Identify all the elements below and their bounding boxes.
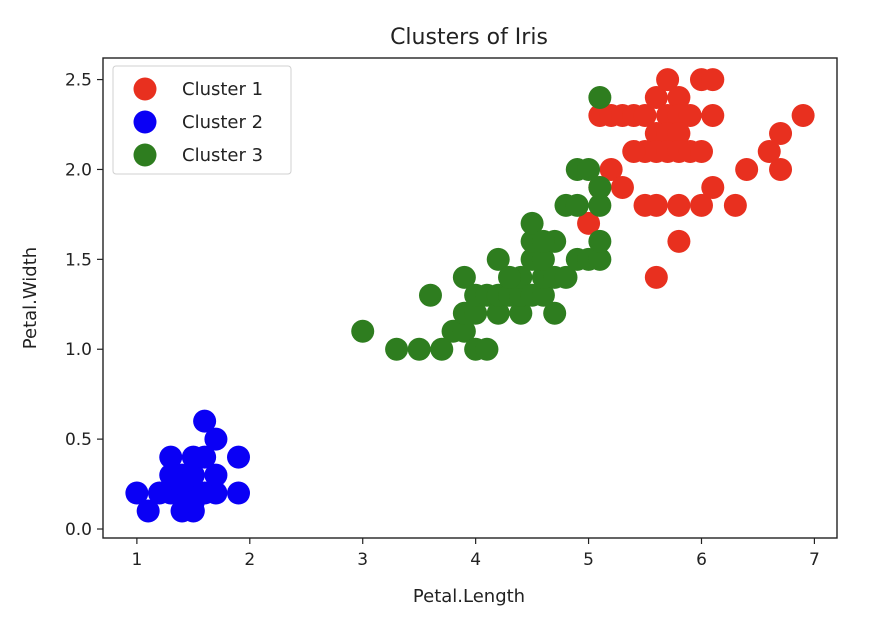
cluster-3-point [531, 283, 555, 307]
cluster-1-point [769, 157, 793, 181]
y-axis: 0.0 0.5 1.0 1.5 2.0 2.5 [65, 71, 103, 540]
y-tick-label: 2.5 [65, 71, 92, 91]
cluster-3-point [543, 301, 567, 325]
x-tick-label: 6 [696, 550, 707, 570]
cluster-1-point [667, 229, 691, 253]
x-tick-label: 7 [809, 550, 820, 570]
x-tick-label: 2 [244, 550, 255, 570]
y-axis-title: Petal.Width [20, 247, 41, 349]
cluster-1-point [644, 265, 668, 289]
cluster-1-point [644, 193, 668, 217]
cluster-3-point [588, 193, 612, 217]
x-tick-label: 3 [357, 550, 368, 570]
cluster-3-point [531, 229, 555, 253]
cluster-3-point [554, 265, 578, 289]
cluster-3-point [464, 301, 488, 325]
legend-marker-cluster-2 [133, 110, 157, 134]
cluster-1-point [610, 175, 634, 199]
cluster-1-point [769, 122, 793, 146]
cluster-3-point [486, 301, 510, 325]
cluster-1-point [656, 68, 680, 92]
cluster-3-point [577, 157, 601, 181]
cluster-3-point [452, 265, 476, 289]
cluster-3-point [418, 283, 442, 307]
cluster-3-point [531, 247, 555, 271]
cluster-3-point [520, 211, 544, 235]
cluster-1-point [667, 193, 691, 217]
cluster-3-point [351, 319, 375, 343]
cluster-2-point [193, 445, 217, 469]
cluster-1-point [633, 104, 657, 128]
cluster-1-point [689, 139, 713, 163]
cluster-1-point [667, 86, 691, 110]
x-tick-label: 1 [131, 550, 142, 570]
cluster-1-point [757, 139, 781, 163]
cluster-1-point [735, 157, 759, 181]
legend: Cluster 1 Cluster 2 Cluster 3 [112, 65, 292, 175]
cluster-2-point [125, 481, 149, 505]
legend-marker-cluster-1 [133, 77, 157, 101]
cluster-1-point [701, 175, 725, 199]
y-tick-label: 1.0 [65, 340, 92, 360]
cluster-3-point [430, 337, 454, 361]
chart-title: Clusters of Iris [390, 25, 548, 50]
y-tick-label: 0.5 [65, 430, 92, 450]
cluster-1-point [644, 86, 668, 110]
cluster-3-point [588, 229, 612, 253]
cluster-3-point [565, 193, 589, 217]
cluster-2-point [170, 472, 194, 496]
cluster-3-point [588, 86, 612, 110]
cluster-2-point [204, 463, 228, 487]
legend-label-cluster-1: Cluster 1 [182, 79, 263, 100]
x-axis: 1 2 3 4 5 6 7 [131, 538, 820, 570]
cluster-2-point [204, 481, 228, 505]
cluster-1-point [723, 193, 747, 217]
y-tick-label: 1.5 [65, 250, 92, 270]
cluster-3-point [509, 301, 533, 325]
cluster-1-point [701, 68, 725, 92]
cluster-2-point [204, 427, 228, 451]
cluster-2-point [159, 445, 183, 469]
cluster-1-point [678, 104, 702, 128]
cluster-3-point [588, 175, 612, 199]
cluster-2-point [227, 445, 251, 469]
cluster-3-point [588, 247, 612, 271]
cluster-1-point [622, 139, 646, 163]
legend-box [112, 65, 292, 175]
x-tick-label: 5 [583, 550, 594, 570]
data-points [125, 68, 815, 523]
cluster-3-point [498, 265, 522, 289]
y-tick-label: 0.0 [65, 520, 92, 540]
cluster-3-point [407, 337, 431, 361]
x-axis-title: Petal.Length [413, 586, 525, 607]
cluster-1-point [701, 104, 725, 128]
cluster-1-point [577, 211, 601, 235]
cluster-1-point [599, 157, 623, 181]
cluster-1-point [689, 193, 713, 217]
cluster-2-point [193, 409, 217, 433]
cluster-3-point [385, 337, 409, 361]
x-tick-label: 4 [470, 550, 481, 570]
cluster-1-point [667, 122, 691, 146]
cluster-2-point [136, 499, 160, 523]
cluster-1-point [791, 104, 815, 128]
cluster-2-point [227, 481, 251, 505]
legend-label-cluster-2: Cluster 2 [182, 112, 263, 133]
y-tick-label: 2.0 [65, 160, 92, 180]
cluster-3-point [486, 247, 510, 271]
cluster-2-point [181, 490, 205, 514]
legend-marker-cluster-3 [133, 143, 157, 167]
legend-label-cluster-3: Cluster 3 [182, 145, 263, 166]
cluster-3-point [475, 337, 499, 361]
cluster-3-point [452, 319, 476, 343]
